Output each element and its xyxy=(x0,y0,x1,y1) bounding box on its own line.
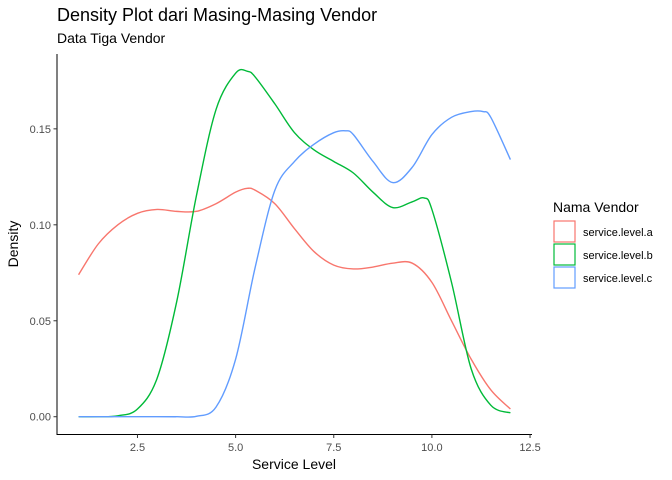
legend: Nama Vendor service.level.a service.level… xyxy=(553,199,654,289)
x-axis-ticks: 2.5 5.0 7.5 10.0 12.5 xyxy=(130,434,541,454)
series-line-service-level-c xyxy=(78,110,512,418)
x-tick-label: 10.0 xyxy=(421,442,442,454)
legend-key-service-level-a xyxy=(553,220,576,243)
y-tick-label: 0.00 xyxy=(30,412,51,424)
y-axis-ticks: 0.00 0.05 0.10 0.15 xyxy=(30,124,57,424)
y-axis-title: Density xyxy=(5,221,21,268)
chart-subtitle: Data Tiga Vendor xyxy=(57,30,166,46)
y-tick-label: 0.05 xyxy=(30,316,51,328)
x-tick-label: 2.5 xyxy=(130,442,145,454)
x-tick-label: 7.5 xyxy=(326,442,341,454)
series-line-service-level-b xyxy=(78,68,511,418)
legend-title: Nama Vendor xyxy=(553,199,639,215)
legend-key-service-level-b xyxy=(553,243,576,266)
y-tick-label: 0.15 xyxy=(30,124,51,136)
x-axis-title: Service Level xyxy=(252,456,336,472)
x-tick-label: 5.0 xyxy=(228,442,243,454)
x-tick-label: 12.5 xyxy=(519,442,540,454)
legend-label: service.level.b xyxy=(583,250,653,262)
legend-label: service.level.a xyxy=(583,227,654,239)
legend-label: service.level.c xyxy=(583,273,653,285)
y-tick-label: 0.10 xyxy=(30,220,51,232)
series-line-service-level-a xyxy=(77,187,511,410)
chart-title: Density Plot dari Masing-Masing Vendor xyxy=(57,5,377,25)
plot-lines xyxy=(77,68,512,418)
legend-key-service-level-c xyxy=(553,266,576,289)
